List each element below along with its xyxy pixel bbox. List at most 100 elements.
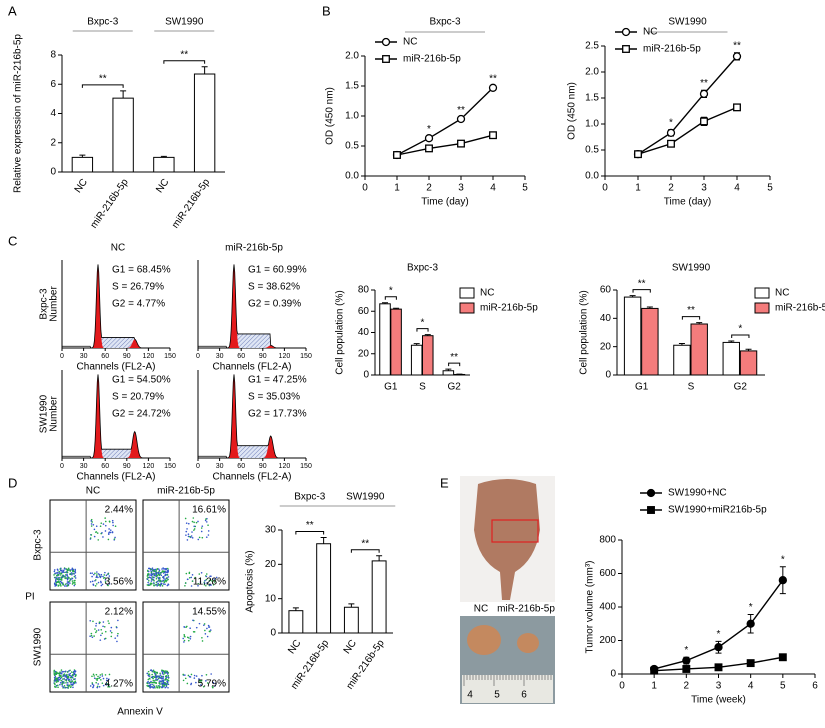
dot: [100, 573, 103, 576]
dot: [74, 570, 76, 573]
dot: [91, 683, 94, 685]
dot: [152, 684, 155, 686]
dot: [199, 581, 202, 583]
bar: [739, 350, 758, 376]
dot: [149, 678, 151, 680]
dot: [189, 635, 192, 638]
x-tick-label: NC: [286, 638, 303, 656]
dot: [206, 635, 209, 638]
histogram-tick-label: 120: [143, 463, 155, 470]
histogram-tick-label: 0: [196, 353, 200, 360]
dot: [70, 572, 73, 574]
dot: [191, 537, 194, 539]
dot: [64, 670, 67, 673]
dot: [163, 568, 165, 570]
dot: [167, 676, 169, 678]
dot: [166, 567, 169, 570]
dot: [109, 529, 112, 531]
dot: [61, 683, 63, 685]
dot: [161, 677, 163, 680]
dot: [110, 635, 113, 638]
dot: [53, 682, 56, 685]
dot: [104, 571, 106, 574]
significance: **: [638, 278, 646, 289]
dot: [93, 677, 96, 680]
significance-bracket: [81, 84, 124, 88]
x-tick-label: 3: [701, 183, 707, 194]
dot: [66, 573, 68, 576]
cycle-stat: G2 = 24.72%: [112, 409, 171, 420]
y-tick-label: 0: [610, 669, 616, 680]
dot: [54, 579, 57, 581]
dot: [91, 521, 93, 523]
dot: [198, 678, 200, 680]
dot: [108, 577, 110, 579]
dot: [71, 567, 74, 570]
dot: [53, 582, 56, 585]
dot: [166, 574, 169, 576]
y-axis-label: Tumor volume (mm³): [585, 561, 596, 654]
dot: [104, 581, 107, 583]
panel-label: D: [8, 475, 17, 490]
y-axis-label: OD (450 nm): [567, 82, 578, 140]
significance: **: [450, 352, 458, 363]
dot: [192, 619, 194, 622]
dot: [159, 672, 161, 675]
histogram-s-phase: [234, 333, 271, 348]
tumor-mir: [517, 633, 539, 653]
histogram-x-label: Channels (FL2-A): [77, 472, 156, 483]
marker: [456, 114, 466, 124]
group-label: SW1990: [346, 492, 385, 503]
bar: [371, 560, 387, 634]
dot: [74, 678, 76, 680]
marker: [778, 653, 787, 662]
dot: [150, 580, 153, 582]
error-bar: [696, 322, 703, 324]
dot: [57, 678, 59, 681]
significance: *: [781, 554, 785, 565]
row-label: SW1990: [39, 394, 50, 433]
dot: [102, 684, 105, 687]
dot: [94, 572, 96, 575]
dot: [201, 640, 204, 642]
y-tick-label: 40: [358, 327, 370, 338]
dot: [191, 520, 194, 523]
y-axis-label: Cell population (%): [579, 290, 590, 375]
dot: [203, 623, 206, 625]
dot: [215, 576, 218, 579]
histogram-tick-label: 30: [80, 353, 88, 360]
series-line: [396, 87, 494, 156]
dot: [90, 523, 93, 525]
error-bar: [376, 555, 383, 561]
x-tick-label: miR-216b-5p: [170, 177, 212, 231]
dot: [114, 536, 116, 539]
dot: [205, 575, 208, 578]
dot: [147, 569, 149, 572]
dot: [148, 675, 150, 678]
dot: [97, 629, 100, 631]
dot: [56, 571, 59, 574]
significance: *: [738, 324, 742, 335]
marker: [746, 619, 755, 628]
dot: [100, 581, 102, 584]
dot: [164, 683, 167, 686]
dot: [185, 530, 188, 533]
significance: **: [700, 78, 708, 89]
dot: [205, 673, 208, 676]
dot: [91, 682, 94, 684]
dot: [73, 672, 76, 675]
dot: [163, 670, 165, 672]
dot: [208, 579, 211, 582]
dot: [55, 684, 58, 687]
dot: [64, 571, 66, 574]
dot: [57, 569, 59, 571]
dot: [53, 674, 56, 677]
y-tick-label: 60: [600, 285, 612, 296]
bar: [410, 344, 423, 376]
dot: [151, 573, 153, 575]
dot: [157, 677, 160, 680]
histogram-outline: [62, 264, 170, 349]
dot: [96, 573, 98, 575]
dot: [162, 577, 165, 579]
dot: [71, 573, 73, 576]
